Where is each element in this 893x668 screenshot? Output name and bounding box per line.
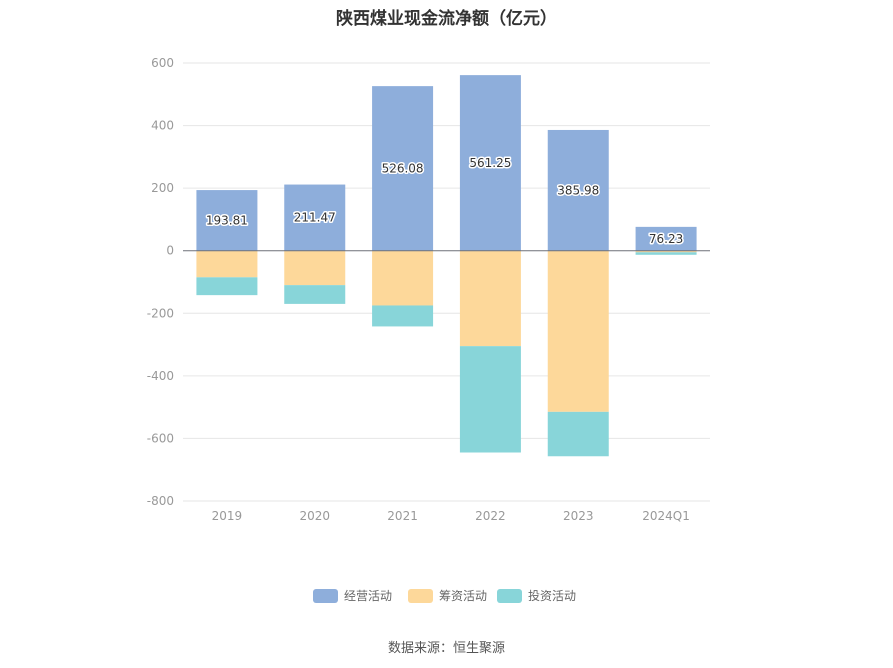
bar	[284, 184, 346, 251]
data-label: 211.47	[294, 211, 336, 225]
chart-title: 陕西煤业现金流净额（亿元）	[336, 9, 557, 29]
axis-layer: 600 400 200 0 -200 -400 -600 -800 2019 2020 2021 20…	[147, 56, 710, 523]
bar	[547, 129, 609, 251]
bar	[196, 250, 258, 278]
bar	[196, 277, 258, 296]
data-label: 561.25	[469, 156, 511, 170]
grid-layer	[183, 62, 710, 502]
y-tick-label: -800	[147, 494, 174, 508]
data-label: 385.98	[557, 183, 599, 197]
bar	[635, 252, 697, 255]
bar	[459, 346, 521, 453]
y-tick-label: 200	[151, 181, 174, 195]
data-source: 数据来源：恒生聚源	[387, 641, 505, 656]
y-tick-label: -600	[147, 431, 174, 445]
bar	[372, 250, 434, 306]
legend-swatch[interactable]	[497, 589, 522, 603]
label-layer: 193.81 211.47 526.08 561.25 385.98 76.23	[204, 154, 684, 247]
bar	[547, 411, 609, 457]
y-tick-label: -400	[147, 369, 174, 383]
x-tick-label: 2021	[387, 509, 418, 523]
legend-label[interactable]: 经营活动	[344, 589, 392, 603]
bar	[459, 75, 521, 251]
legend-label[interactable]: 投资活动	[528, 588, 576, 603]
y-tick-label: -200	[147, 306, 174, 320]
bar	[372, 305, 434, 327]
bar-layer	[196, 75, 697, 457]
bar	[635, 250, 697, 253]
y-tick-label: 400	[151, 119, 174, 133]
data-label: 526.08	[382, 161, 424, 175]
bar	[459, 250, 521, 347]
bar	[547, 250, 609, 412]
bar	[284, 250, 346, 286]
bar	[635, 226, 697, 251]
chart-svg: 600 400 200 0 -200 -400 -600 -800 2019 2020 2021 20…	[147, 56, 710, 603]
data-label: 76.23	[649, 232, 683, 246]
data-label: 193.81	[206, 213, 248, 227]
x-tick-label: 2019	[212, 509, 243, 523]
legend-swatch[interactable]	[313, 589, 338, 603]
y-tick-label: 600	[151, 56, 174, 70]
x-tick-label: 2024Q1	[642, 509, 690, 523]
x-tick-label: 2020	[299, 509, 330, 523]
bar	[196, 190, 258, 251]
bar	[284, 285, 346, 304]
x-tick-label: 2023	[563, 509, 594, 523]
legend-label[interactable]: 筹资活动	[439, 589, 487, 603]
legend: 经营活动 筹资活动 投资活动	[313, 588, 576, 603]
legend-swatch[interactable]	[408, 589, 433, 603]
bar	[372, 86, 434, 251]
x-tick-label: 2022	[475, 509, 506, 523]
y-tick-label: 0	[166, 244, 174, 258]
